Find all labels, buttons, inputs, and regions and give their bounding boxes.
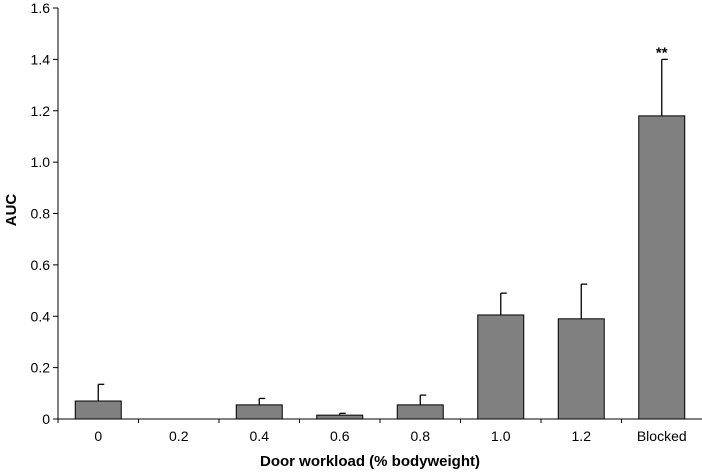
bar-0 xyxy=(74,400,122,420)
x-tick-label: Blocked xyxy=(637,428,687,444)
bar-1-2 xyxy=(557,318,605,420)
x-tick-label: 1.2 xyxy=(572,428,592,444)
x-tick-label: 0 xyxy=(94,428,102,444)
bar-0-8 xyxy=(396,404,444,420)
x-tick-label: 0.2 xyxy=(169,428,189,444)
y-tick-label: 0.2 xyxy=(31,360,51,376)
y-tick-label: 1.4 xyxy=(31,51,51,67)
y-tick-label: 0 xyxy=(42,411,50,427)
x-tick-label: 0.4 xyxy=(250,428,270,444)
y-tick-label: 0.4 xyxy=(31,308,51,324)
y-tick-label: 1.6 xyxy=(31,0,51,16)
x-tick-label: 1.0 xyxy=(491,428,511,444)
plot-area: 0 0.2 0.4 0.6 0.8 1.0 1.2 1.4 1.6 0 0.2 0.4 0.6 0.8 1.… xyxy=(31,0,702,444)
bar-0-6 xyxy=(316,414,364,420)
bar-1-0 xyxy=(477,314,525,420)
y-tick-label: 1.2 xyxy=(31,103,51,119)
bar-0-4 xyxy=(235,404,283,420)
y-tick-label: 0.8 xyxy=(31,206,51,222)
x-tick-label: 0.8 xyxy=(411,428,431,444)
y-tick-label: 1.0 xyxy=(31,154,51,170)
x-axis-title: Door workload (% bodyweight) xyxy=(260,453,480,470)
y-tick-label: 0.6 xyxy=(31,257,51,273)
y-axis-title: AUC xyxy=(3,194,20,227)
significance-annotation: ** xyxy=(656,44,668,61)
x-tick-label: 0.6 xyxy=(330,428,350,444)
bar-blocked xyxy=(638,115,686,420)
